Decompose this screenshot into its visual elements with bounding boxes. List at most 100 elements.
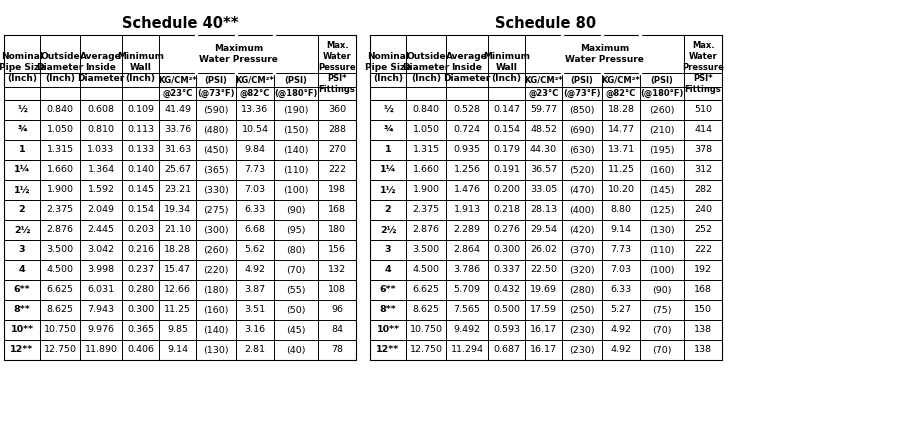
Text: 360: 360: [328, 106, 346, 114]
Text: 17.59: 17.59: [530, 306, 557, 314]
Text: 6**: 6**: [14, 286, 30, 295]
Text: 0.300: 0.300: [493, 246, 520, 254]
Text: 0.203: 0.203: [127, 225, 154, 235]
Text: 10.54: 10.54: [242, 125, 269, 135]
Text: Outside
Diameter
(Inch): Outside Diameter (Inch): [403, 52, 450, 83]
Text: 3.500: 3.500: [46, 246, 73, 254]
Text: Nominal
Pipe Size
(Inch): Nominal Pipe Size (Inch): [365, 52, 411, 83]
Text: (@73°F): (@73°F): [197, 89, 234, 98]
Text: 0.432: 0.432: [493, 286, 520, 295]
Text: 13.71: 13.71: [607, 146, 634, 154]
Text: (95): (95): [286, 225, 306, 235]
Text: (140): (140): [283, 146, 309, 154]
Text: ¾: ¾: [383, 125, 393, 135]
Text: (160): (160): [204, 306, 229, 314]
Text: (160): (160): [649, 165, 675, 175]
Text: 150: 150: [694, 306, 712, 314]
Text: 13.36: 13.36: [242, 106, 269, 114]
Text: 270: 270: [328, 146, 346, 154]
Text: 222: 222: [328, 165, 346, 175]
Text: 10**: 10**: [376, 325, 400, 335]
Text: 0.528: 0.528: [453, 106, 481, 114]
Text: 0.154: 0.154: [127, 206, 154, 214]
Text: 59.77: 59.77: [530, 106, 557, 114]
Text: 26.02: 26.02: [530, 246, 557, 254]
Text: 138: 138: [694, 325, 712, 335]
Text: 12.750: 12.750: [409, 346, 443, 354]
Text: 6.68: 6.68: [244, 225, 265, 235]
Text: (PSI): (PSI): [570, 76, 594, 84]
Text: @23°C: @23°C: [529, 89, 558, 98]
Text: 1¼: 1¼: [14, 165, 30, 175]
Text: (130): (130): [204, 346, 229, 354]
Text: @23°C: @23°C: [162, 89, 193, 98]
Text: 8.80: 8.80: [611, 206, 632, 214]
Text: 3.500: 3.500: [413, 246, 440, 254]
Text: 3.16: 3.16: [244, 325, 265, 335]
Text: 10.750: 10.750: [43, 325, 77, 335]
Text: Minimum
Wall
(Inch): Minimum Wall (Inch): [483, 52, 530, 83]
Text: (330): (330): [203, 186, 229, 195]
Text: 11.25: 11.25: [164, 306, 191, 314]
Text: 1: 1: [385, 146, 391, 154]
Text: 1½: 1½: [14, 186, 30, 195]
Text: (180): (180): [204, 286, 229, 295]
Text: 16.17: 16.17: [530, 325, 557, 335]
Text: 2.876: 2.876: [413, 225, 440, 235]
Text: 12.750: 12.750: [43, 346, 77, 354]
Text: 240: 240: [694, 206, 712, 214]
Text: 96: 96: [331, 306, 343, 314]
Text: Nominal
Pipe Size
(Inch): Nominal Pipe Size (Inch): [0, 52, 45, 83]
Text: 33.76: 33.76: [164, 125, 191, 135]
Text: 252: 252: [694, 225, 712, 235]
Text: 0.237: 0.237: [127, 265, 154, 274]
Text: 4: 4: [19, 265, 25, 274]
Text: 312: 312: [694, 165, 712, 175]
Text: 5.27: 5.27: [611, 306, 632, 314]
Text: 3.51: 3.51: [244, 306, 265, 314]
Text: 84: 84: [331, 325, 343, 335]
Text: 0.113: 0.113: [127, 125, 154, 135]
Text: (280): (280): [569, 286, 595, 295]
Text: (130): (130): [649, 225, 675, 235]
Text: (480): (480): [204, 125, 229, 135]
Text: 2.375: 2.375: [413, 206, 440, 214]
Text: 282: 282: [694, 186, 712, 195]
Text: Average
Inside
Diameter: Average Inside Diameter: [77, 52, 125, 83]
Text: 1.660: 1.660: [413, 165, 440, 175]
Text: 378: 378: [694, 146, 712, 154]
Text: 2.445: 2.445: [88, 225, 115, 235]
Text: 1¼: 1¼: [380, 165, 396, 175]
Text: 2½: 2½: [380, 225, 396, 235]
Text: (275): (275): [204, 206, 229, 214]
Text: (@73°F): (@73°F): [563, 89, 601, 98]
Text: 1½: 1½: [380, 186, 396, 195]
Text: 48.52: 48.52: [530, 125, 557, 135]
Text: 4: 4: [385, 265, 391, 274]
Text: 0.608: 0.608: [88, 106, 115, 114]
Text: (195): (195): [649, 146, 675, 154]
Text: KG/CM²*: KG/CM²*: [158, 76, 197, 84]
Text: KG/CM²*: KG/CM²*: [602, 76, 641, 84]
Text: (80): (80): [286, 246, 306, 254]
Text: (230): (230): [569, 346, 595, 354]
Text: 41.49: 41.49: [164, 106, 191, 114]
Text: 0.216: 0.216: [127, 246, 154, 254]
Text: 11.890: 11.890: [84, 346, 118, 354]
Text: 7.73: 7.73: [611, 246, 632, 254]
Text: 10.20: 10.20: [607, 186, 634, 195]
Text: (420): (420): [569, 225, 595, 235]
Text: 4.92: 4.92: [611, 325, 632, 335]
Text: (690): (690): [569, 125, 595, 135]
Text: 0.154: 0.154: [493, 125, 520, 135]
Text: 198: 198: [328, 186, 346, 195]
Text: 0.200: 0.200: [493, 186, 520, 195]
Text: (260): (260): [204, 246, 229, 254]
Text: (100): (100): [283, 186, 309, 195]
Text: 132: 132: [328, 265, 346, 274]
Bar: [370, 35, 722, 360]
Text: (90): (90): [286, 206, 306, 214]
Text: 288: 288: [328, 125, 346, 135]
Text: 1.913: 1.913: [453, 206, 481, 214]
Text: (110): (110): [649, 246, 675, 254]
